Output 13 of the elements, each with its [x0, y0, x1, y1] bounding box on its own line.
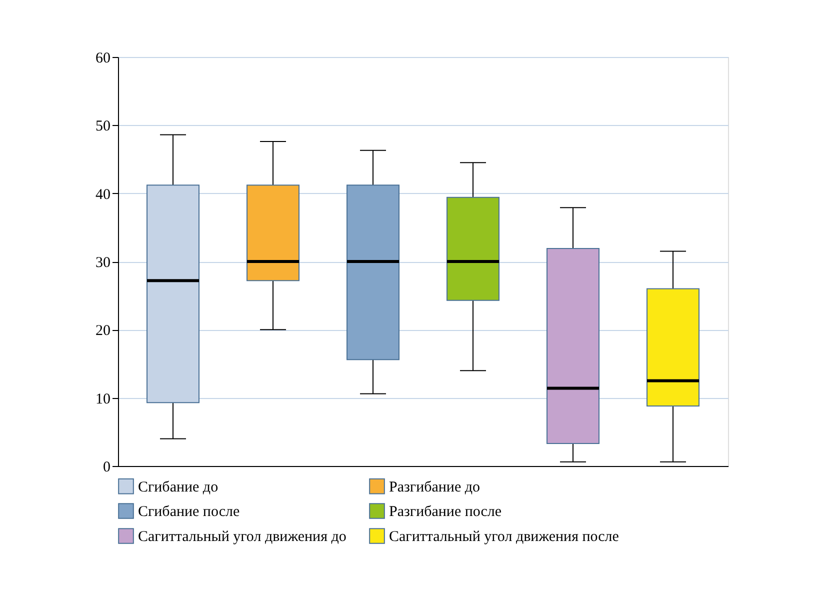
legend-label: Разгибание после: [389, 504, 502, 520]
legend-label: Сагиттальный угол движения после: [389, 529, 620, 545]
y-tick-label: 40: [96, 186, 110, 203]
legend-label: Сагиттальный угол движения до: [138, 529, 346, 545]
y-tick-label: 30: [96, 255, 110, 271]
y-tick-label: 50: [96, 118, 110, 135]
y-tick-label: 10: [96, 391, 110, 408]
y-tick-label: 20: [96, 323, 110, 340]
legend-label: Разгибание до: [389, 479, 480, 496]
y-tick-label: 0: [103, 460, 110, 476]
legend-label: Сгибание после: [138, 504, 240, 520]
y-tick-label: 60: [96, 50, 110, 66]
legend-label: Сгибание до: [138, 479, 218, 496]
